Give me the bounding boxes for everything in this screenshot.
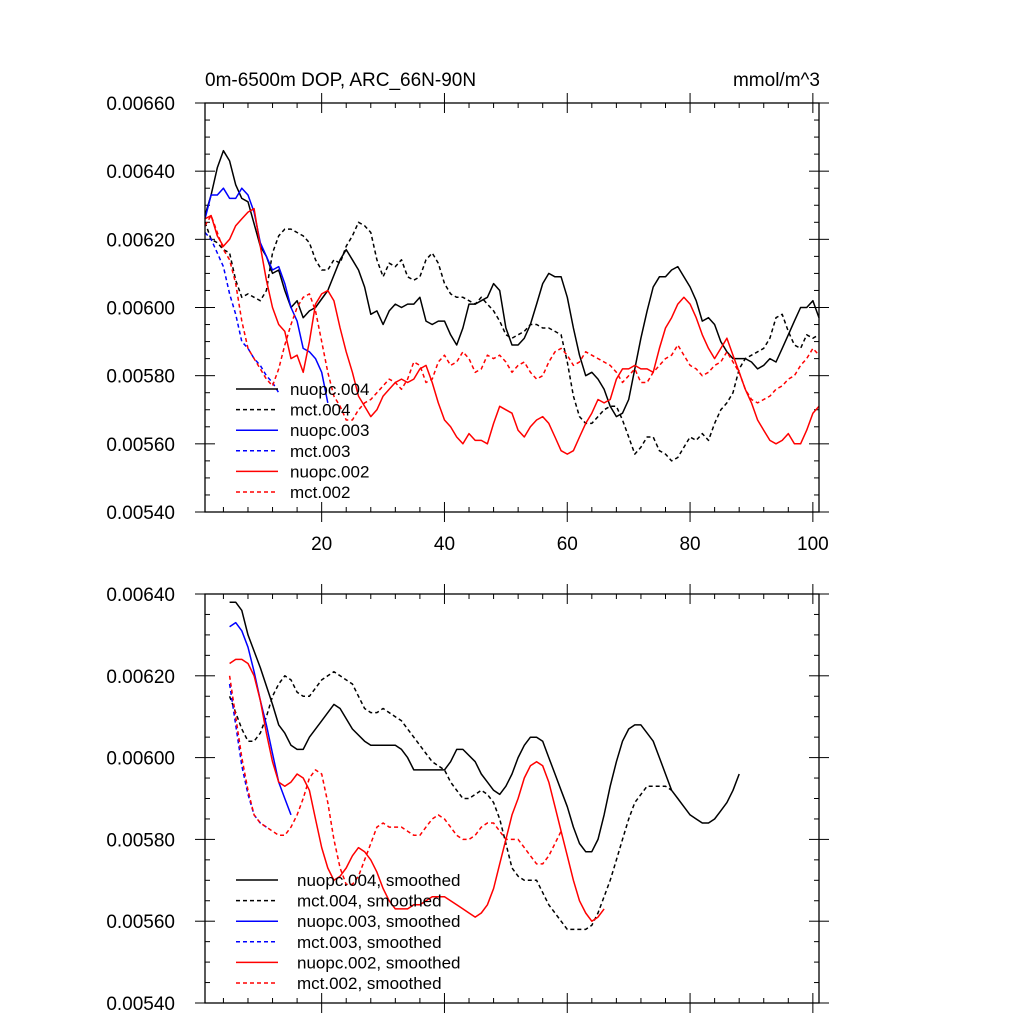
legend-label: mct.003 [290,442,350,461]
y-tick-label: 0.00620 [106,667,175,688]
legend-label: nuopc.004, smoothed [297,871,461,890]
top-axes: 20 40 60 80 100 0.00540 0.00560 0.00580 0.00600 0… [106,93,829,555]
y-tick-label: 0.00580 [106,830,175,851]
x-tick-label: 60 [557,534,578,555]
y-tick-label: 0.00560 [106,435,175,456]
legend-label: nuopc.003, smoothed [297,912,461,931]
x-tick-label: 80 [679,534,700,555]
y-tick-label: 0.00600 [106,749,175,770]
chart-title: 0m-6500m DOP, ARC_66N-90N [205,70,476,91]
series-line [204,214,820,421]
legend-label: nuopc.003 [290,421,369,440]
bottom-axes: 0.00540 0.00560 0.00580 0.00600 0.00620 0.006… [106,584,829,1015]
y-tick-label: 0.00580 [106,367,175,388]
legend-label: mct.004 [290,401,350,420]
y-tick-label: 0.00640 [106,162,175,183]
x-tick-label: 20 [311,534,332,555]
legend-label: nuopc.004 [290,380,369,399]
legend-label: nuopc.002 [290,462,369,481]
bottom-plot-frame [204,593,820,1004]
y-tick-label: 0.00540 [106,994,175,1015]
y-tick-label: 0.00600 [106,299,175,320]
legend-label: mct.002, smoothed [297,974,442,993]
legend-label: nuopc.002, smoothed [297,953,461,972]
series-line [204,207,820,455]
y-tick-label: 0.00640 [106,585,175,606]
series-line [204,221,820,462]
chart-units: mmol/m^3 [733,70,820,91]
top-panel: 0m-6500m DOP, ARC_66N-90N mmol/m^3 20 40 6… [106,70,829,555]
series-line [228,670,673,931]
y-tick-label: 0.00660 [106,94,175,115]
top-plot-frame [204,102,820,513]
series-line [228,683,267,828]
legend-label: mct.003, smoothed [297,933,442,952]
series-line [228,675,562,886]
x-tick-label: 100 [797,534,829,555]
y-tick-label: 0.00560 [106,912,175,933]
legend-label: mct.002 [290,483,350,502]
y-tick-label: 0.00620 [106,230,175,251]
top-series-lines [204,149,820,462]
series-line [229,658,605,922]
x-tick-label: 40 [434,534,455,555]
legend-label: mct.004, smoothed [297,892,442,911]
series-line [204,231,280,394]
y-tick-label: 0.00540 [106,503,175,524]
bottom-panel: 0.00540 0.00560 0.00580 0.00600 0.00620 0.006… [106,584,829,1015]
series-line [229,601,740,853]
series-line [204,149,820,418]
bottom-series-lines [228,601,740,931]
